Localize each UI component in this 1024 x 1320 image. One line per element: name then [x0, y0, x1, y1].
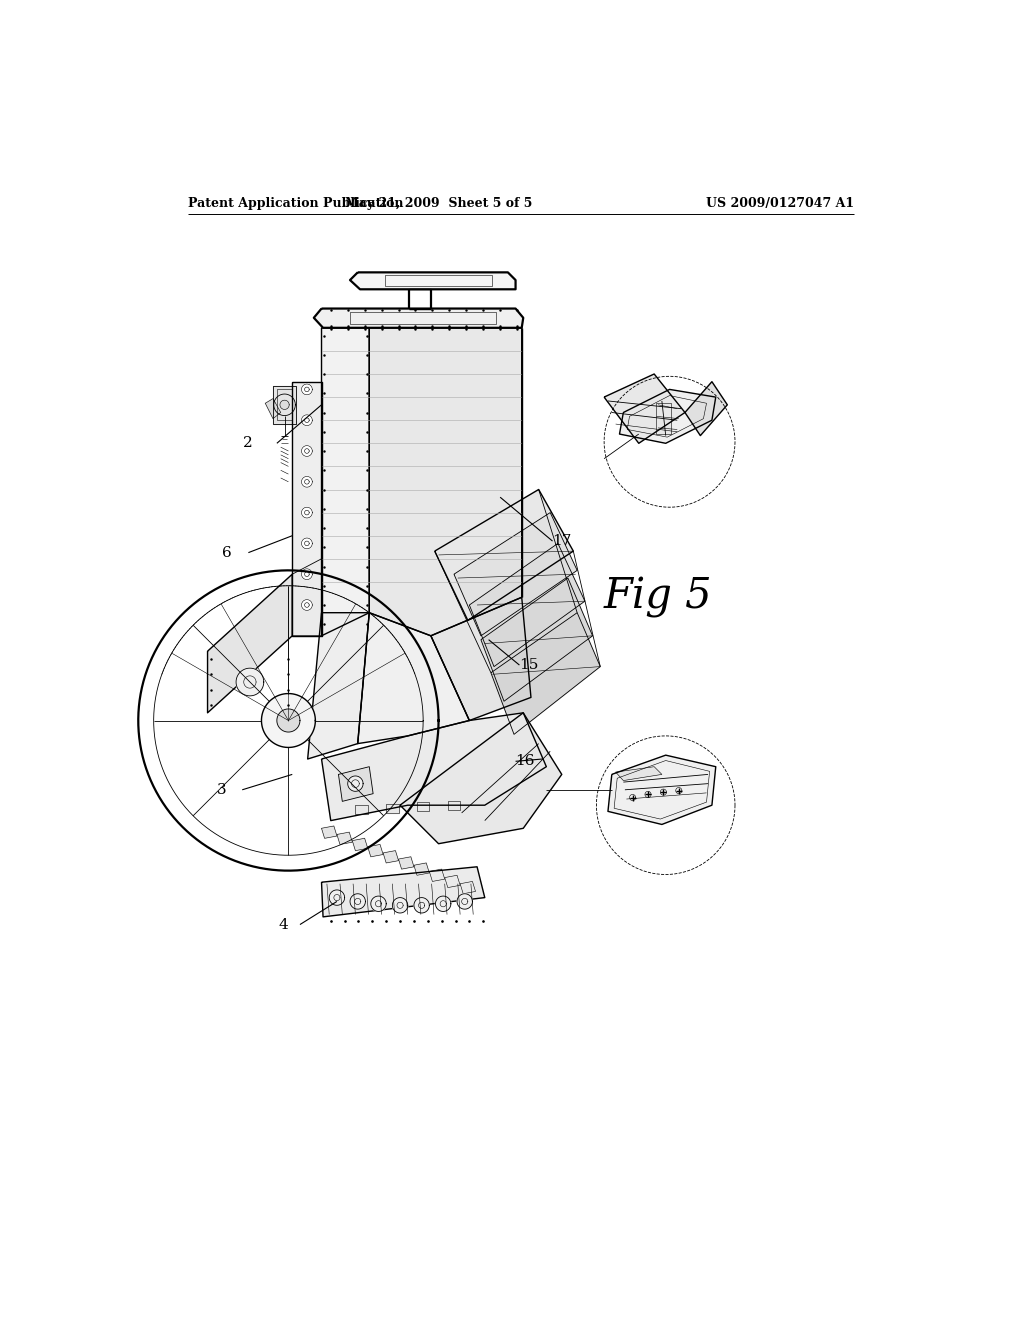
Polygon shape: [350, 272, 515, 289]
Polygon shape: [276, 709, 300, 733]
Polygon shape: [490, 612, 600, 734]
Polygon shape: [301, 446, 312, 457]
Polygon shape: [301, 384, 312, 395]
Polygon shape: [608, 755, 716, 825]
Polygon shape: [383, 850, 398, 863]
Polygon shape: [301, 414, 312, 425]
Polygon shape: [265, 399, 281, 418]
Polygon shape: [429, 869, 444, 882]
Polygon shape: [292, 558, 322, 636]
Polygon shape: [337, 832, 352, 845]
Polygon shape: [273, 385, 296, 424]
Polygon shape: [435, 896, 451, 911]
Polygon shape: [469, 544, 585, 667]
Polygon shape: [454, 512, 578, 636]
Polygon shape: [280, 400, 289, 409]
Polygon shape: [330, 890, 345, 906]
Polygon shape: [414, 898, 429, 913]
Polygon shape: [685, 381, 727, 436]
Polygon shape: [368, 845, 383, 857]
Text: 6: 6: [222, 545, 231, 560]
Polygon shape: [398, 857, 414, 869]
Polygon shape: [301, 507, 312, 517]
Polygon shape: [481, 578, 593, 701]
Polygon shape: [676, 788, 682, 793]
Polygon shape: [417, 803, 429, 812]
Polygon shape: [350, 894, 366, 909]
Polygon shape: [322, 713, 547, 821]
Text: 15: 15: [519, 659, 539, 672]
Polygon shape: [615, 767, 662, 780]
Polygon shape: [352, 838, 368, 850]
Polygon shape: [301, 599, 312, 610]
Polygon shape: [237, 668, 264, 696]
Polygon shape: [655, 404, 671, 434]
Text: 17: 17: [553, 535, 571, 548]
Polygon shape: [261, 693, 315, 747]
Polygon shape: [301, 539, 312, 549]
Polygon shape: [339, 767, 373, 801]
Polygon shape: [357, 612, 469, 743]
Polygon shape: [444, 875, 460, 887]
Polygon shape: [292, 381, 322, 636]
Text: 16: 16: [515, 754, 536, 768]
Polygon shape: [322, 327, 370, 636]
Polygon shape: [392, 898, 408, 913]
Polygon shape: [370, 327, 521, 636]
Polygon shape: [301, 569, 312, 579]
Polygon shape: [435, 490, 573, 620]
Polygon shape: [660, 789, 667, 795]
Polygon shape: [355, 805, 368, 814]
Polygon shape: [371, 896, 386, 911]
Polygon shape: [313, 309, 523, 327]
Polygon shape: [645, 792, 651, 797]
Polygon shape: [322, 867, 484, 917]
Polygon shape: [604, 374, 685, 444]
Polygon shape: [208, 574, 292, 713]
Polygon shape: [431, 597, 531, 721]
Text: 3: 3: [217, 783, 226, 797]
Polygon shape: [630, 795, 636, 800]
Polygon shape: [460, 882, 475, 894]
Polygon shape: [307, 612, 370, 759]
Polygon shape: [348, 776, 364, 791]
Polygon shape: [447, 800, 460, 810]
Polygon shape: [457, 894, 472, 909]
Text: 2: 2: [243, 437, 253, 450]
Text: US 2009/0127047 A1: US 2009/0127047 A1: [707, 197, 854, 210]
Text: Patent Application Publication: Patent Application Publication: [188, 197, 403, 210]
Polygon shape: [322, 826, 337, 838]
Text: May 21, 2009  Sheet 5 of 5: May 21, 2009 Sheet 5 of 5: [345, 197, 532, 210]
Polygon shape: [301, 477, 312, 487]
Polygon shape: [386, 804, 398, 813]
Polygon shape: [620, 389, 716, 444]
Text: Fig 5: Fig 5: [604, 577, 713, 618]
Text: 4: 4: [279, 917, 288, 932]
Polygon shape: [400, 713, 562, 843]
Polygon shape: [414, 863, 429, 875]
